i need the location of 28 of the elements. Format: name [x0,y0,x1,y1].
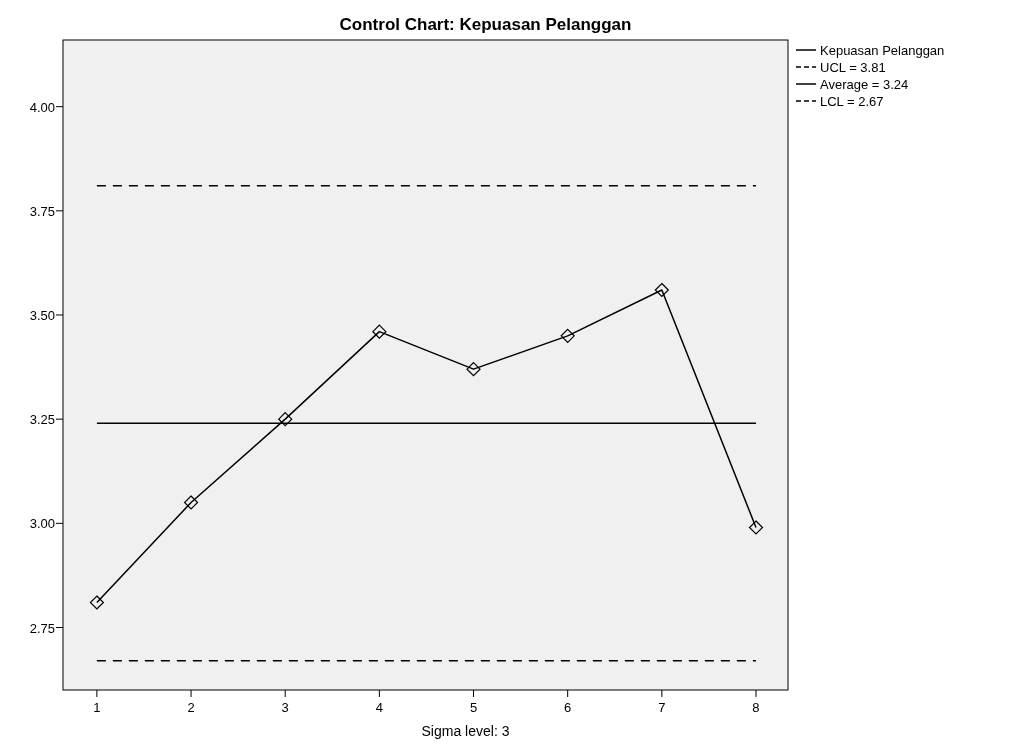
y-tick-label: 3.25 [29,412,55,428]
point [89,595,104,610]
point [372,324,387,339]
y-tick-label: 3.50 [29,308,55,323]
y-tick-label: 2.75 [29,620,55,636]
x-tick-label: 6 [564,700,572,715]
x-tick-label: 5 [469,700,478,715]
point [278,412,293,427]
legend-label: LCL = 2.67 [820,94,884,109]
point [560,328,575,343]
point [183,495,199,510]
legend-label: Kepuasan Pelanggan [820,43,945,58]
x-tick-label: 8 [752,700,760,715]
x-tick-label: 1 [93,700,101,715]
text: Sigma level: 3 [421,723,510,739]
chart-title: Control Chart: Kepuasan Pelanggan [339,15,632,34]
x-tick-label: 3 [281,700,289,715]
point [748,520,764,535]
y-tick-label: 3.75 [29,203,55,219]
legend-label: UCL = 3.81 [820,60,886,75]
y-tick-label: 4.00 [29,99,55,115]
point [466,362,481,377]
x-tick-label: 2 [187,700,195,715]
x-tick-label: 4 [375,700,383,715]
y-tick-label: 3.00 [29,516,55,532]
point [654,282,669,298]
x-tick-label: 7 [658,700,666,715]
legend-label: Average = 3.24 [820,77,909,92]
